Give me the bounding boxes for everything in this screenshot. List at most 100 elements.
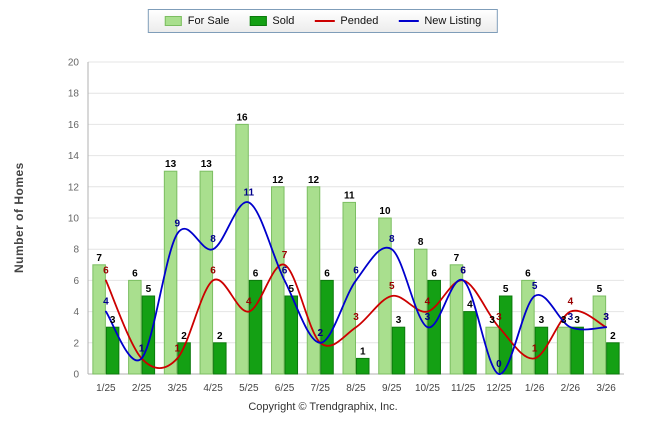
- bar-sold: [356, 357, 370, 375]
- bar-sold: [570, 326, 584, 375]
- data-label: 9: [175, 219, 181, 230]
- legend-label: Sold: [272, 15, 295, 27]
- legend-item-new-listing: New Listing: [398, 15, 481, 27]
- data-label: 11: [344, 190, 355, 201]
- bar-sold: [248, 279, 263, 375]
- data-label: 1: [139, 343, 145, 354]
- bar-for-sale: [342, 201, 356, 375]
- bar-for-sale: [592, 295, 607, 375]
- bar-sold: [105, 326, 120, 375]
- bar-for-sale: [521, 279, 535, 375]
- x-tick-label: 1/25: [96, 383, 116, 394]
- data-label: 6: [132, 268, 138, 279]
- data-label: 3: [539, 315, 545, 326]
- x-tick-label: 10/25: [415, 383, 440, 394]
- data-label: 3: [574, 315, 580, 326]
- line-new-listing: [104, 201, 608, 375]
- x-tick-label: 5/25: [239, 383, 259, 394]
- bar-for-sale: [92, 264, 106, 375]
- x-tick-label: 4/25: [203, 383, 223, 394]
- data-label: 5: [389, 281, 395, 292]
- y-tick-label: 6: [73, 276, 79, 287]
- data-label: 1: [175, 343, 181, 354]
- bar-sold: [391, 326, 406, 375]
- y-tick-label: 4: [73, 307, 79, 318]
- legend-item-pended: Pended: [314, 15, 378, 27]
- data-label: 3: [568, 312, 574, 323]
- y-tick-label: 8: [73, 245, 79, 256]
- for-sale-swatch-icon: [164, 16, 182, 26]
- bar-for-sale: [235, 123, 249, 375]
- data-label: 3: [603, 312, 609, 323]
- data-label: 5: [597, 284, 603, 295]
- bar-for-sale: [199, 170, 214, 375]
- data-label: 6: [103, 265, 109, 276]
- data-label: 10: [379, 206, 391, 217]
- data-label: 8: [210, 234, 216, 245]
- data-label: 2: [317, 328, 323, 339]
- data-label: 6: [324, 268, 330, 279]
- x-tick-label: 11/25: [451, 383, 476, 394]
- data-label: 2: [610, 331, 616, 342]
- data-label: 13: [201, 159, 213, 170]
- bar-sold: [213, 342, 227, 375]
- data-label: 6: [525, 268, 531, 279]
- bar-for-sale: [556, 326, 571, 375]
- data-label: 11: [244, 187, 255, 198]
- copyright-text: Copyright © Trendgraphix, Inc.: [248, 401, 398, 413]
- data-label: 3: [110, 315, 116, 326]
- y-tick-label: 18: [68, 89, 80, 100]
- data-label: 1: [360, 346, 366, 357]
- x-tick-label: 6/25: [275, 383, 295, 394]
- y-tick-label: 20: [68, 58, 80, 69]
- x-tick-label: 3/25: [168, 383, 188, 394]
- x-tick-label: 9/25: [382, 383, 402, 394]
- data-label: 12: [272, 175, 284, 186]
- data-label: 3: [603, 312, 609, 323]
- y-axis-title: Number of Homes: [12, 162, 26, 274]
- x-tick-label: 2/26: [561, 383, 581, 394]
- data-label: 5: [532, 281, 538, 292]
- data-label: 4: [246, 297, 252, 308]
- legend-item-for-sale: For Sale: [164, 15, 229, 27]
- x-tick-label: 8/25: [346, 383, 366, 394]
- data-label: 4: [568, 297, 574, 308]
- pended-swatch-icon: [314, 20, 335, 22]
- bar-for-sale: [306, 186, 321, 375]
- data-label: 1: [532, 343, 538, 354]
- data-label: 4: [103, 297, 109, 308]
- data-label: 6: [460, 265, 466, 276]
- y-tick-label: 16: [68, 120, 80, 131]
- data-label: 0: [496, 359, 502, 370]
- y-tick-label: 14: [68, 151, 80, 162]
- x-tick-label: 2/25: [132, 383, 152, 394]
- x-tick-label: 7/25: [311, 383, 331, 394]
- data-label: 4: [467, 300, 473, 311]
- bar-for-sale: [485, 326, 499, 375]
- data-label: 5: [146, 284, 152, 295]
- line-pended: [104, 263, 608, 370]
- data-label: 3: [489, 315, 495, 326]
- data-label: 7: [96, 253, 102, 264]
- data-label: 16: [236, 112, 248, 123]
- legend-label: Pended: [340, 15, 379, 27]
- bar-for-sale: [449, 264, 464, 375]
- data-label: 5: [289, 284, 295, 295]
- y-tick-label: 0: [73, 370, 79, 381]
- legend-label: New Listing: [424, 15, 482, 27]
- new-listing-swatch-icon: [398, 20, 419, 22]
- bar-for-sale: [128, 279, 142, 375]
- data-label: 12: [308, 175, 320, 186]
- bar-sold: [284, 295, 299, 375]
- data-label: 3: [396, 315, 402, 326]
- data-label: 8: [389, 234, 395, 245]
- data-label: 1: [139, 343, 145, 354]
- data-label: 8: [418, 237, 424, 248]
- data-label: 6: [253, 268, 259, 279]
- sold-swatch-icon: [249, 16, 267, 26]
- data-label: 2: [317, 328, 323, 339]
- data-label: 7: [454, 253, 460, 264]
- x-tick-label: 1/26: [525, 383, 545, 394]
- data-label: 6: [210, 265, 216, 276]
